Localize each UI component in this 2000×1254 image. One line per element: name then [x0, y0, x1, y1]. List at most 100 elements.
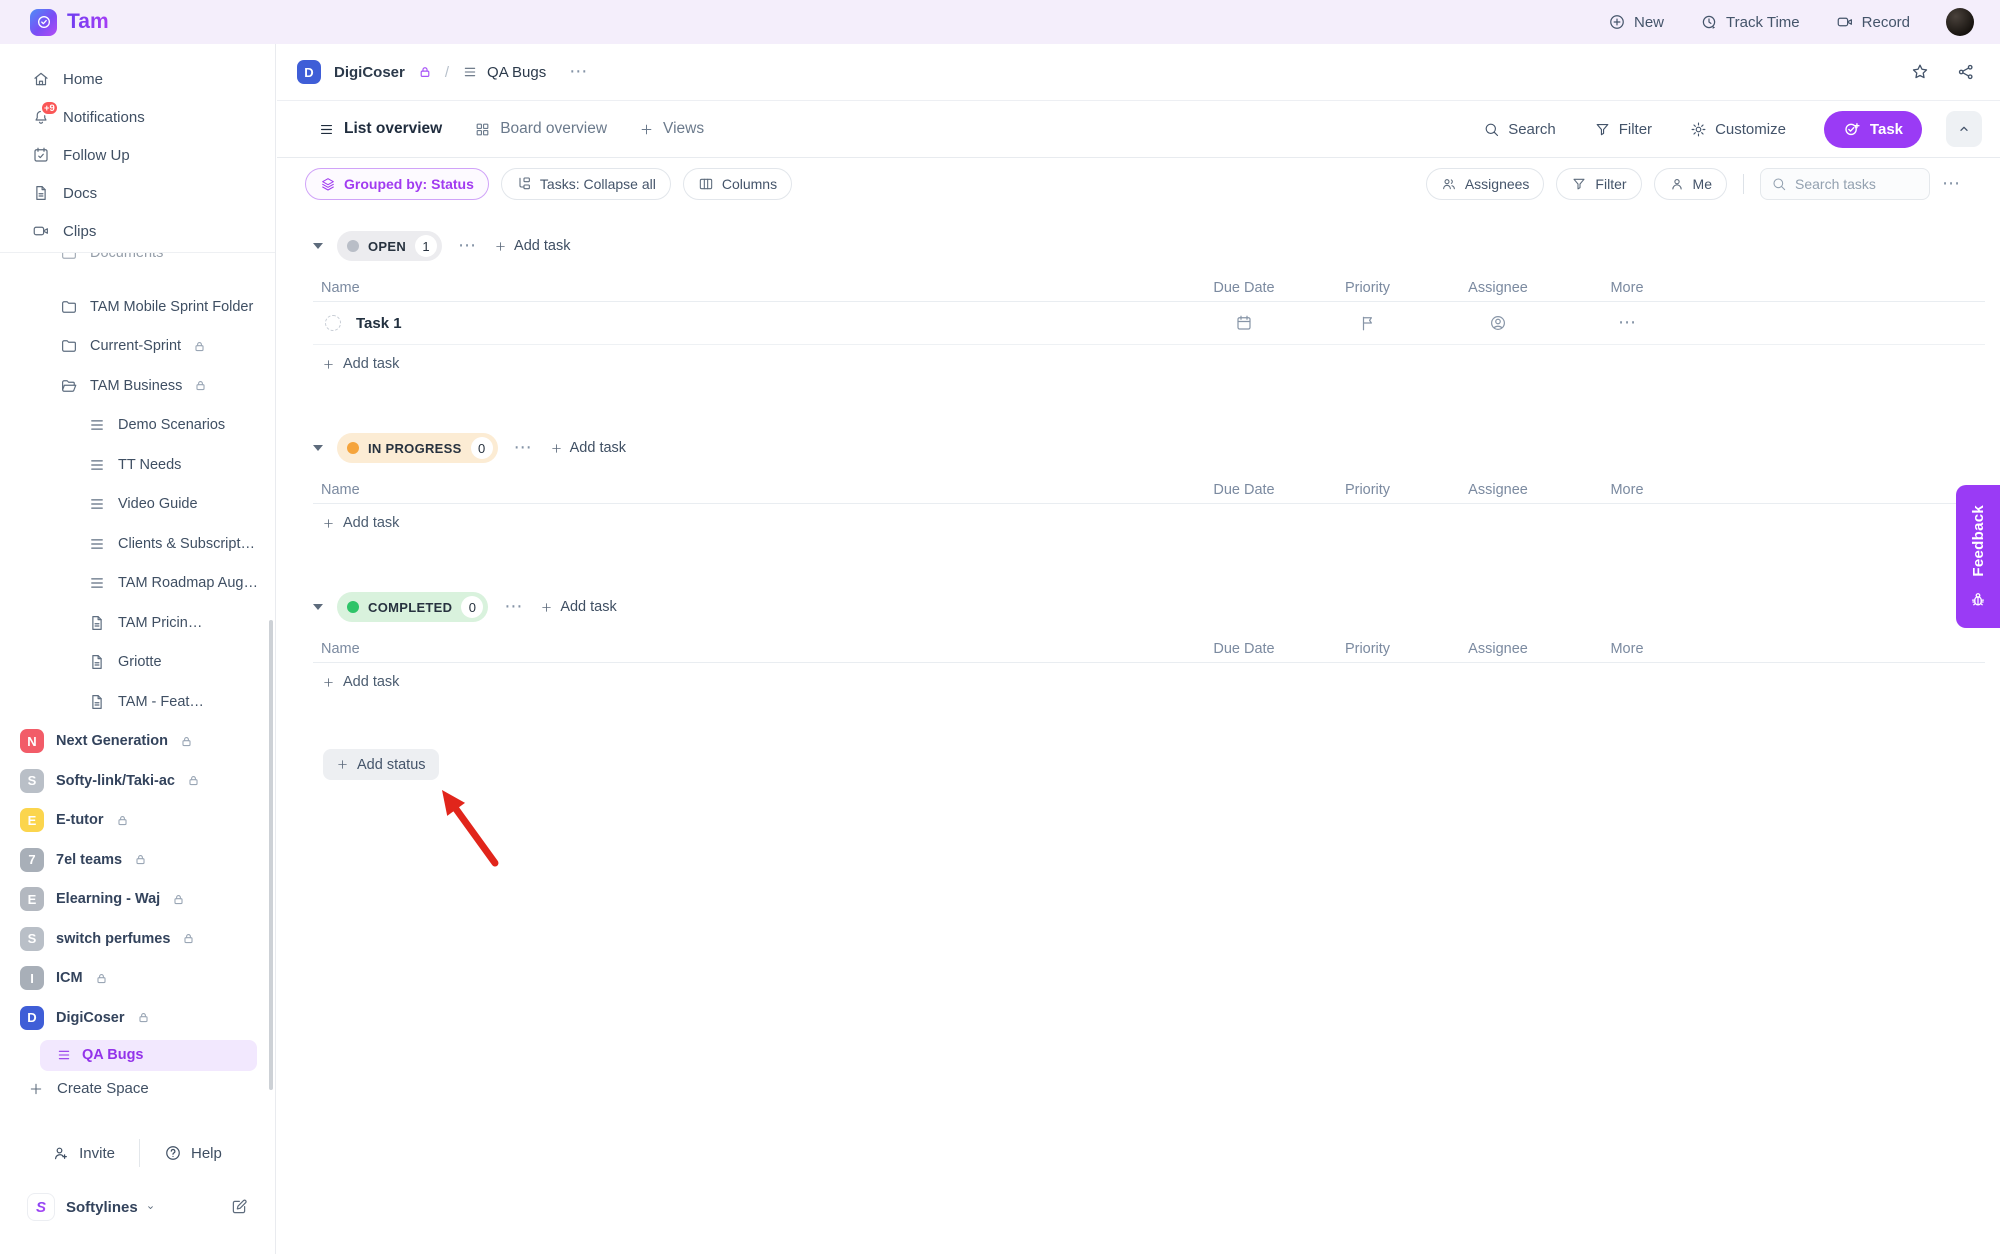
column-due-date[interactable]: Due Date — [1213, 481, 1275, 498]
tab-list-overview[interactable]: List overview — [318, 120, 442, 138]
group-add-task-button[interactable]: Add task — [550, 440, 626, 456]
column-priority[interactable]: Priority — [1344, 640, 1391, 657]
sidebar-divider — [0, 252, 275, 253]
column-more[interactable]: More — [1610, 481, 1644, 498]
row-more-button[interactable]: ⋯ — [1618, 312, 1636, 333]
sidebar-folder-current-sprint[interactable]: Current-Sprint — [0, 327, 275, 367]
status-pill-in-progress[interactable]: IN PROGRESS 0 — [337, 433, 498, 463]
group-more-button[interactable]: ⋯ — [513, 437, 532, 458]
sidebar-item-docs[interactable]: Docs — [0, 174, 275, 212]
breadcrumb-space-avatar[interactable]: D — [297, 60, 321, 84]
invite-button[interactable]: Invite — [52, 1144, 115, 1162]
group-collapse-chevron[interactable] — [313, 243, 323, 249]
add-task-row-button[interactable]: Add task — [313, 504, 1985, 542]
tasks-collapse-pill[interactable]: Tasks: Collapse all — [500, 168, 671, 200]
softylines-logo[interactable]: S — [28, 1194, 54, 1220]
priority-cell[interactable] — [1306, 314, 1429, 332]
add-task-row-button[interactable]: Add task — [313, 663, 1985, 701]
add-task-primary-button[interactable]: Task — [1823, 110, 1922, 148]
column-priority[interactable]: Priority — [1344, 481, 1391, 498]
sidebar-list-tt-needs[interactable]: TT Needs — [0, 445, 275, 485]
help-button[interactable]: Help — [164, 1144, 222, 1162]
column-name[interactable]: Name — [321, 640, 360, 657]
add-task-row-button[interactable]: Add task — [313, 345, 1985, 383]
sidebar-folder-documents[interactable]: Documents — [0, 253, 275, 273]
sidebar-space-digicoser[interactable]: D DigiCoser — [0, 998, 275, 1038]
sidebar-item-follow-up[interactable]: Follow Up — [0, 136, 275, 174]
feedback-tab[interactable]: Feedback — [1956, 485, 2000, 628]
status-pill-completed[interactable]: COMPLETED 0 — [337, 592, 489, 622]
sidebar-list-qa-bugs-selected[interactable]: QA Bugs — [40, 1039, 257, 1071]
column-name[interactable]: Name — [321, 481, 360, 498]
search-button[interactable]: Search — [1483, 121, 1556, 138]
column-due-date[interactable]: Due Date — [1213, 279, 1275, 296]
sidebar-list-demo-scenarios[interactable]: Demo Scenarios — [0, 406, 275, 446]
new-button[interactable]: New — [1608, 13, 1664, 31]
sidebar-doc-griotte[interactable]: Griotte — [0, 643, 275, 683]
group-add-task-button[interactable]: Add task — [540, 599, 617, 615]
sidebar-space-icm[interactable]: I ICM — [0, 959, 275, 999]
toolbar-more-button[interactable]: ⋯ — [1942, 173, 1960, 194]
workspace-switcher[interactable]: Softylines — [66, 1199, 157, 1216]
sidebar-space-next-generation[interactable]: N Next Generation — [0, 722, 275, 762]
add-status-button[interactable]: Add status — [323, 749, 439, 780]
create-space-button[interactable]: Create Space — [0, 1071, 275, 1107]
assignees-pill[interactable]: Assignees — [1425, 168, 1545, 200]
column-more[interactable]: More — [1610, 279, 1644, 296]
sidebar-item-home[interactable]: Home — [0, 60, 275, 98]
column-priority[interactable]: Priority — [1344, 279, 1391, 296]
grouped-by-pill[interactable]: Grouped by: Status — [305, 168, 489, 200]
track-time-button[interactable]: Track Time — [1700, 13, 1800, 31]
sidebar-list-clients-subscriptions[interactable]: Clients & Subscript… — [0, 524, 275, 564]
column-due-date[interactable]: Due Date — [1213, 640, 1275, 657]
breadcrumb-space-name[interactable]: DigiCoser — [334, 63, 405, 81]
sidebar-list-video-guide[interactable]: Video Guide — [0, 485, 275, 525]
filter-button[interactable]: Filter — [1594, 121, 1652, 138]
group-more-button[interactable]: ⋯ — [504, 596, 523, 617]
task-row[interactable]: Task 1 ⋯ — [313, 302, 1985, 345]
column-assignee[interactable]: Assignee — [1468, 279, 1528, 296]
sidebar-scrollbar[interactable] — [269, 620, 273, 1090]
filter-pill[interactable]: Filter — [1556, 168, 1642, 200]
tab-board-overview[interactable]: Board overview — [474, 120, 607, 138]
due-date-cell[interactable] — [1182, 314, 1306, 332]
gear-icon — [1690, 121, 1707, 138]
sidebar-space-7el-teams[interactable]: 7 7el teams — [0, 840, 275, 880]
favorite-star-icon[interactable] — [1910, 62, 1930, 82]
group-more-button[interactable]: ⋯ — [458, 235, 477, 256]
sidebar-doc-tam-features[interactable]: TAM - Feat… — [0, 682, 275, 722]
sidebar-list-tam-roadmap[interactable]: TAM Roadmap Aug… — [0, 564, 275, 604]
sidebar-space-switch-perfumes[interactable]: S switch perfumes — [0, 919, 275, 959]
sidebar-space-softy-link[interactable]: S Softy-link/Taki-ac — [0, 761, 275, 801]
breadcrumb-more-button[interactable]: ⋯ — [569, 61, 588, 82]
group-add-task-button[interactable]: Add task — [494, 238, 570, 254]
collapse-header-button[interactable] — [1946, 111, 1982, 147]
search-tasks-input[interactable] — [1795, 176, 1907, 192]
record-button[interactable]: Record — [1836, 13, 1910, 31]
sidebar-space-elearning-waj[interactable]: E Elearning - Waj — [0, 880, 275, 920]
column-assignee[interactable]: Assignee — [1468, 640, 1528, 657]
columns-pill[interactable]: Columns — [682, 168, 793, 200]
tab-add-views[interactable]: Views — [639, 120, 704, 138]
column-name[interactable]: Name — [321, 279, 360, 296]
customize-button[interactable]: Customize — [1690, 121, 1786, 138]
group-collapse-chevron[interactable] — [313, 445, 323, 451]
sidebar-folder-tam-business[interactable]: TAM Business — [0, 366, 275, 406]
sidebar-folder-tam-mobile-sprint[interactable]: TAM Mobile Sprint Folder — [0, 287, 275, 327]
group-collapse-chevron[interactable] — [313, 604, 323, 610]
app-logo[interactable]: Tam — [30, 8, 109, 36]
sidebar-space-e-tutor[interactable]: E E-tutor — [0, 801, 275, 841]
breadcrumb-list-name[interactable]: QA Bugs — [462, 64, 546, 81]
edit-button[interactable] — [230, 1198, 248, 1216]
share-icon[interactable] — [1956, 62, 1976, 82]
status-pill-open[interactable]: OPEN 1 — [337, 231, 443, 261]
task-status-checkbox[interactable] — [325, 315, 341, 331]
sidebar-doc-tam-pricing[interactable]: TAM Pricin… — [0, 603, 275, 643]
me-pill[interactable]: Me — [1653, 168, 1727, 200]
assignee-cell[interactable] — [1429, 314, 1567, 332]
sidebar-item-notifications[interactable]: +9 Notifications — [0, 98, 275, 136]
sidebar-item-clips[interactable]: Clips — [0, 212, 275, 250]
user-avatar[interactable] — [1946, 8, 1974, 36]
column-assignee[interactable]: Assignee — [1468, 481, 1528, 498]
column-more[interactable]: More — [1610, 640, 1644, 657]
